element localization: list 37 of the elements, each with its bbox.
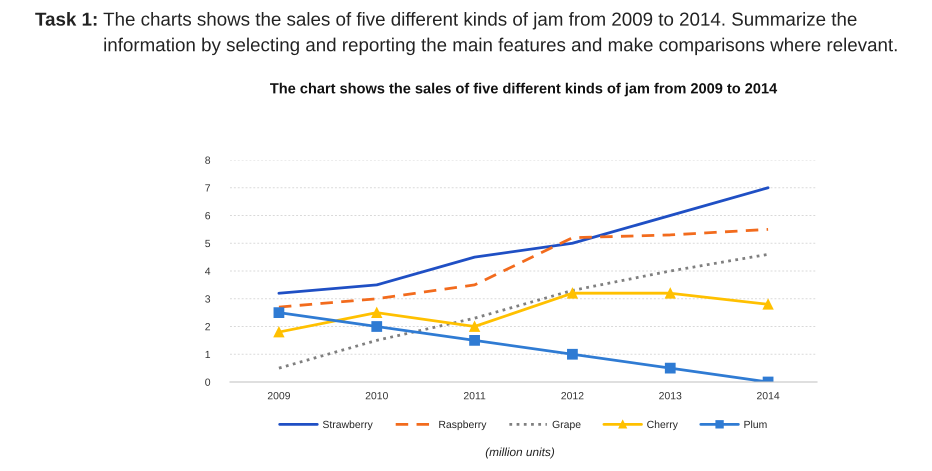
y-tick-label: 6 (205, 212, 210, 220)
legend-label: Raspberry (439, 420, 486, 430)
point (371, 321, 382, 332)
text: Task 1: (35, 12, 96, 26)
line-series (278, 252, 770, 370)
x-tick-label: 2012 (561, 392, 584, 400)
point (274, 326, 284, 338)
point (664, 362, 676, 374)
point (469, 321, 480, 332)
legend-label: Cherry (647, 420, 678, 430)
y-tick-label: 1 (206, 350, 210, 358)
chart-title: The chart shows the sales of five different kinds of jam from 2009 to 2014 (270, 82, 778, 96)
y-tick-label: 4 (205, 268, 210, 275)
x-tick-label: 2010 (366, 392, 388, 400)
legend-label: Strawberry (322, 420, 373, 430)
point (762, 298, 774, 310)
x-tick-label: 2009 (268, 392, 290, 400)
y-tick-label: 0 (205, 378, 210, 386)
x-tick-label: 2013 (659, 392, 682, 400)
point (567, 348, 578, 360)
text: (million units) (486, 447, 554, 458)
y-tick-label: 5 (205, 240, 210, 248)
x-tick-label: 2011 (464, 392, 486, 400)
point (567, 288, 578, 299)
point (274, 307, 284, 318)
line-series (278, 186, 770, 295)
legend-label: Grape (552, 420, 581, 430)
legend-label: Plum (744, 420, 767, 428)
y-tick-label: 3 (205, 295, 210, 303)
text: The charts shows the sales of five different kinds of jam from 2009 to 2014. Summarize the information by selecting and reporting the main features and make comparisons where relevant. (104, 12, 897, 56)
y-tick-label: 8 (205, 156, 210, 164)
x-tick-label: 2014 (757, 392, 780, 400)
point (371, 307, 382, 318)
y-tick-label: 7 (205, 184, 210, 192)
point (664, 288, 676, 299)
y-tick-label: 2 (205, 323, 210, 330)
point (469, 334, 480, 346)
